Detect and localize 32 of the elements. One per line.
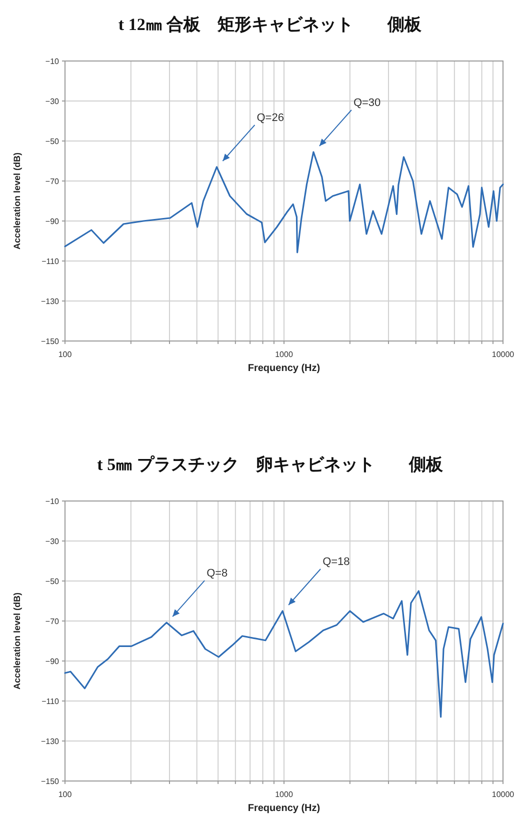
x-tick-label: 100 bbox=[58, 350, 72, 359]
y-tick-label: −130 bbox=[40, 297, 60, 306]
y-tick-label: −70 bbox=[45, 617, 60, 626]
x-axis-title: Frequency (Hz) bbox=[248, 363, 320, 374]
chart-title: t 12㎜ 合板 矩形キャビネット 側板 bbox=[118, 15, 423, 34]
x-tick-label: 10000 bbox=[492, 350, 515, 359]
x-tick-label: 1000 bbox=[275, 350, 294, 359]
y-tick-label: −50 bbox=[45, 577, 60, 586]
y-tick-label: −30 bbox=[45, 97, 60, 106]
y-tick-label: −90 bbox=[45, 217, 60, 226]
y-tick-label: −110 bbox=[42, 257, 60, 266]
annotation: Q=26 bbox=[256, 112, 284, 124]
y-tick-label: −70 bbox=[45, 177, 60, 186]
y-tick-label: −10 bbox=[45, 497, 60, 506]
y-tick-label: −90 bbox=[45, 657, 60, 666]
x-tick-label: 10000 bbox=[492, 790, 515, 799]
annotation: Q=30 bbox=[353, 97, 381, 109]
y-tick-label: −10 bbox=[45, 57, 60, 66]
x-axis-title: Frequency (Hz) bbox=[248, 803, 320, 814]
x-tick-label: 1000 bbox=[275, 790, 294, 799]
x-tick-label: 100 bbox=[58, 790, 72, 799]
y-tick-label: −150 bbox=[40, 777, 60, 786]
y-tick-label: −130 bbox=[40, 737, 60, 746]
chart-title: t 5㎜ プラスチック 卵キャビネット 側板 bbox=[97, 455, 444, 474]
y-axis-title: Acceleration level (dB) bbox=[12, 592, 22, 690]
y-axis-title: Acceleration level (dB) bbox=[12, 152, 22, 250]
annotation: Q=8 bbox=[206, 568, 228, 580]
y-tick-label: −150 bbox=[40, 337, 60, 346]
y-tick-label: −110 bbox=[42, 697, 60, 706]
y-tick-label: −30 bbox=[45, 537, 60, 546]
y-tick-label: −50 bbox=[45, 137, 60, 146]
annotation: Q=18 bbox=[322, 556, 350, 568]
